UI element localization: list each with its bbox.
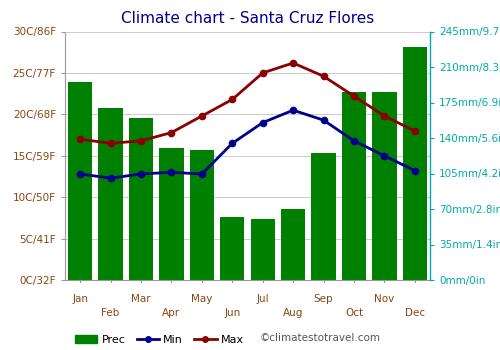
Text: Sep: Sep	[314, 294, 334, 304]
Text: Feb: Feb	[102, 308, 120, 318]
Text: Oct: Oct	[345, 308, 363, 318]
Legend: Prec, Min, Max: Prec, Min, Max	[70, 330, 248, 349]
Bar	[402, 47, 427, 280]
Text: May: May	[191, 294, 212, 304]
Bar	[68, 82, 92, 280]
Bar	[220, 217, 244, 280]
Bar	[190, 150, 214, 280]
Text: Aug: Aug	[283, 308, 304, 318]
Bar	[129, 118, 153, 280]
Title: Climate chart - Santa Cruz Flores: Climate chart - Santa Cruz Flores	[121, 11, 374, 26]
Text: Jul: Jul	[256, 294, 269, 304]
Bar	[250, 219, 275, 280]
Text: Dec: Dec	[404, 308, 425, 318]
Text: Nov: Nov	[374, 294, 394, 304]
Text: Jan: Jan	[72, 294, 88, 304]
Bar	[312, 153, 336, 280]
Bar	[160, 148, 184, 280]
Bar	[281, 209, 305, 280]
Bar	[372, 92, 396, 280]
Text: ©climatestotravel.com: ©climatestotravel.com	[260, 333, 381, 343]
Text: Mar: Mar	[131, 294, 151, 304]
Bar	[98, 107, 123, 280]
Text: Apr: Apr	[162, 308, 180, 318]
Text: Jun: Jun	[224, 308, 240, 318]
Bar	[342, 92, 366, 280]
